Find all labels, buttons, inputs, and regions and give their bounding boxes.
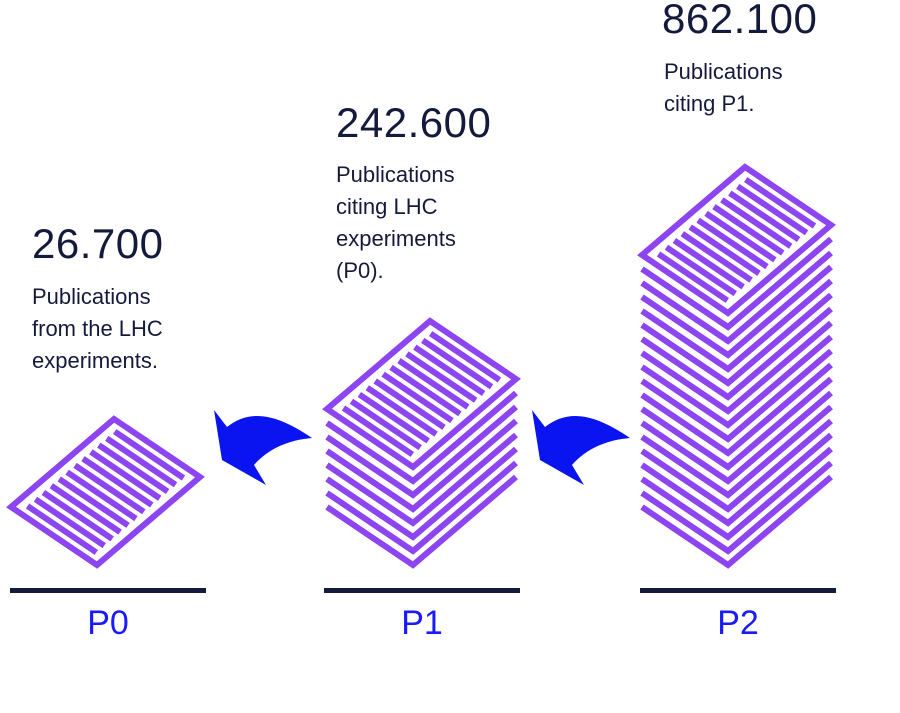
text-line [743,177,817,229]
text-line [688,224,761,276]
p1-label: P1 [401,604,443,642]
text-line [413,344,486,396]
paper-layer [640,320,833,415]
text-line [373,378,446,430]
paper-layer [640,362,833,457]
paper-layer [640,264,833,359]
paper-layer [640,404,833,499]
p1-count: 242.600 [336,99,492,146]
text-line [112,429,186,481]
text-line [33,496,106,549]
paper-layer [640,390,833,485]
text-line [381,371,454,424]
paper-layer [640,306,833,401]
text-line [357,392,430,444]
paper-layer [640,460,833,555]
paper-layer [640,376,833,471]
text-line [341,405,415,457]
text-line [105,435,178,488]
p2-count: 862.100 [662,0,818,42]
paper-layer [640,250,833,345]
curved-arrow-icon [214,410,312,485]
baseline-bar [640,588,836,593]
paper-layer [325,418,518,513]
paper-layer [325,404,518,499]
p0-label: P0 [87,604,129,642]
paper-layer [640,418,833,513]
paper-layer [325,460,518,555]
text-line [397,358,470,410]
text-line [49,483,122,535]
text-line [704,210,777,263]
text-line [349,398,422,451]
paper-layer [640,292,833,387]
p1-description: Publications citing LHC experiments (P0)… [336,162,456,283]
paper-layer [640,446,833,541]
paper-layer [325,446,518,541]
text-line [720,197,793,249]
text-line [728,190,801,242]
paper-layer [640,348,833,443]
curved-arrow-icon [532,410,630,485]
text-line [65,469,138,522]
text-line [672,238,745,290]
paper-layer [640,432,833,527]
p2-label: P2 [717,604,759,642]
text-line [41,490,114,542]
text-line [656,251,730,303]
text-line [664,244,737,297]
text-line [389,364,462,417]
p0-description: Publications from the LHC experiments. [32,284,163,373]
text-line [365,385,438,437]
text-line [81,456,154,508]
text-line [89,449,162,501]
paper-layer [325,432,518,527]
baseline-bar [324,588,520,593]
text-line [405,351,478,403]
paper-layer [640,278,833,373]
text-line [73,462,146,515]
paper-layer [325,474,518,569]
text-line [696,217,769,270]
text-line [736,183,809,236]
text-line [428,331,502,383]
paper-layer [325,390,518,485]
p2-description: Publications citing P1. [664,59,783,116]
paper-layer [640,474,833,569]
text-line [421,337,494,390]
text-line [97,442,170,494]
text-line [712,204,785,256]
paper-layer [640,334,833,429]
text-line [680,231,753,283]
paper-layer [640,236,833,331]
baseline-bar [10,588,206,593]
text-line [25,503,99,555]
p0-count: 26.700 [32,220,164,267]
text-line [57,476,130,528]
